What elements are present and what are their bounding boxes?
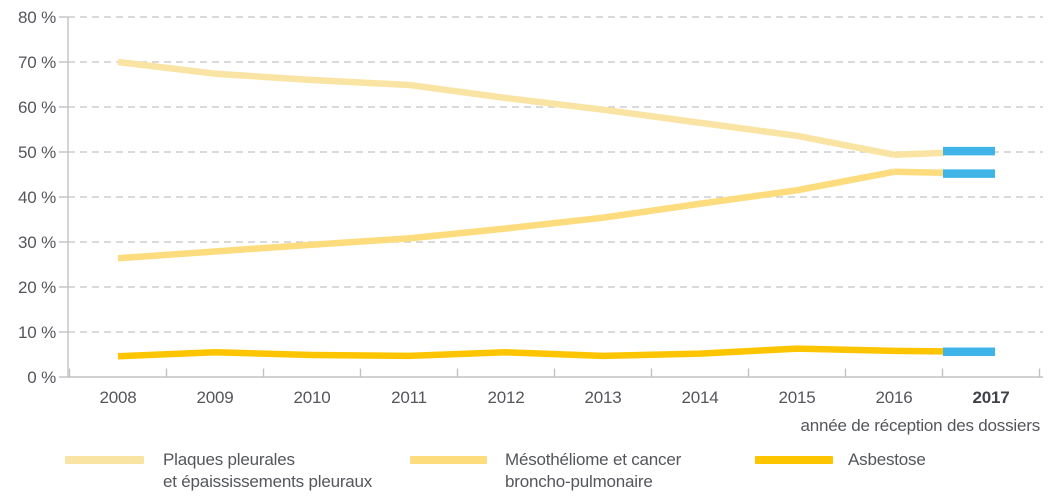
svg-text:2011: 2011	[391, 388, 427, 407]
svg-text:2009: 2009	[196, 388, 233, 407]
svg-text:20 %: 20 %	[18, 278, 56, 297]
legend-item-asbestose: Asbestose	[755, 449, 926, 471]
svg-text:2014: 2014	[681, 388, 718, 407]
svg-text:30 %: 30 %	[18, 233, 56, 252]
legend-item-plaques-pleurales: Plaques pleurales et épaississements ple…	[65, 449, 372, 493]
legend-swatch-asbestose	[755, 456, 833, 464]
svg-text:70 %: 70 %	[18, 53, 56, 72]
legend-label-line2: broncho-pulmonaire	[505, 472, 653, 491]
legend-label-line2: et épaississements pleuraux	[163, 472, 373, 491]
legend-label-line1: Asbestose	[848, 450, 926, 469]
svg-text:2012: 2012	[487, 388, 524, 407]
svg-text:10 %: 10 %	[18, 323, 56, 342]
svg-text:2008: 2008	[99, 388, 136, 407]
chart-legend: Plaques pleurales et épaississements ple…	[0, 446, 1055, 498]
legend-label-line1: Mésothéliome et cancer	[505, 450, 682, 469]
svg-text:0 %: 0 %	[27, 368, 56, 387]
svg-text:40 %: 40 %	[18, 188, 56, 207]
svg-text:50 %: 50 %	[18, 143, 56, 162]
legend-label-asbestose: Asbestose	[848, 449, 926, 471]
svg-text:80 %: 80 %	[18, 8, 56, 27]
legend-label-line1: Plaques pleurales	[163, 450, 295, 469]
legend-label-mesotheliome: Mésothéliome et cancer broncho-pulmonair…	[505, 449, 681, 493]
svg-text:2015: 2015	[778, 388, 815, 407]
svg-text:2013: 2013	[584, 388, 621, 407]
svg-text:60 %: 60 %	[18, 98, 56, 117]
legend-label-plaques-pleurales: Plaques pleurales et épaississements ple…	[163, 449, 372, 493]
svg-text:année de réception des dossier: année de réception des dossiers	[800, 416, 1040, 435]
legend-swatch-mesotheliome	[410, 456, 487, 464]
svg-text:2010: 2010	[293, 388, 330, 407]
legend-item-mesotheliome: Mésothéliome et cancer broncho-pulmonair…	[410, 449, 681, 493]
line-chart-canvas: 0 % 10 % 20 % 30 % 40 % 50 % 60 % 70 % 80 % 2008 2…	[18, 8, 1043, 435]
svg-text:2016: 2016	[875, 388, 912, 407]
legend-swatch-plaques-pleurales	[65, 456, 144, 464]
svg-text:2017: 2017	[972, 388, 1009, 407]
